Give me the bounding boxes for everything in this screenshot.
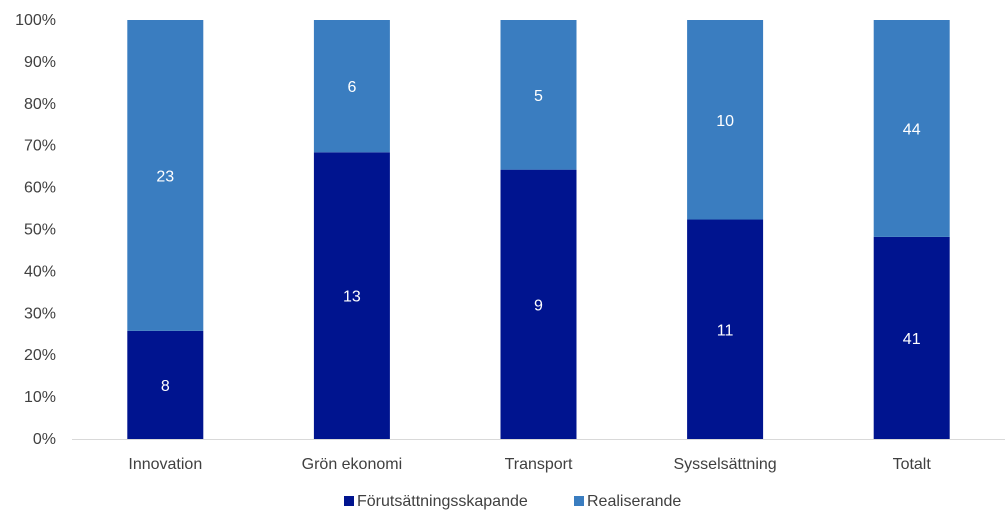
bar-segment <box>500 20 577 170</box>
data-label: 41 <box>903 331 921 348</box>
legend-label: Realiserande <box>587 493 681 510</box>
y-tick-label: 30% <box>24 305 56 322</box>
x-category-label: Grön ekonomi <box>302 456 403 473</box>
legend: Förutsättningsskapande Realiserande <box>344 493 681 510</box>
x-category-label: Totalt <box>893 456 932 473</box>
y-tick-label: 90% <box>24 54 56 71</box>
legend-swatch <box>344 496 354 506</box>
bar-segment <box>127 20 204 331</box>
bar-segment <box>873 236 950 439</box>
y-tick-label: 70% <box>24 138 56 155</box>
x-category-label: Sysselsättning <box>674 456 777 473</box>
y-tick-label: 10% <box>24 389 56 406</box>
bar-segment <box>687 20 764 220</box>
legend-label: Förutsättningsskapande <box>357 493 528 510</box>
bar-segment <box>313 152 390 439</box>
data-label: 9 <box>534 297 543 314</box>
bar-segment <box>500 169 577 439</box>
y-tick-label: 0% <box>33 431 56 448</box>
data-label: 5 <box>534 88 543 105</box>
bar-segment <box>127 330 204 439</box>
data-label: 13 <box>343 289 361 306</box>
x-axis: Innovation Grön ekonomi Transport Sysselsät… <box>72 439 1005 473</box>
y-tick-label: 20% <box>24 347 56 364</box>
data-label: 44 <box>903 121 921 138</box>
y-tick-label: 60% <box>24 180 56 197</box>
bar-segment <box>313 20 390 153</box>
data-label: 11 <box>717 322 734 339</box>
x-category-label: Transport <box>505 456 573 473</box>
data-label: 23 <box>156 168 174 185</box>
data-label: 6 <box>347 79 356 96</box>
bars: 8 23 13 6 9 5 11 10 41 44 <box>127 20 950 439</box>
bar-segment <box>687 219 764 439</box>
y-tick-label: 50% <box>24 222 56 239</box>
y-tick-label: 100% <box>15 12 56 29</box>
legend-swatch <box>574 496 584 506</box>
y-tick-label: 40% <box>24 263 56 280</box>
data-label: 10 <box>716 113 734 130</box>
y-tick-label: 80% <box>24 96 56 113</box>
y-axis: 0% 10% 20% 30% 40% 50% 60% 70% 80% 90% 100% <box>15 12 56 448</box>
bar-segment <box>873 20 950 237</box>
data-label: 8 <box>161 378 170 395</box>
x-category-label: Innovation <box>128 456 202 473</box>
